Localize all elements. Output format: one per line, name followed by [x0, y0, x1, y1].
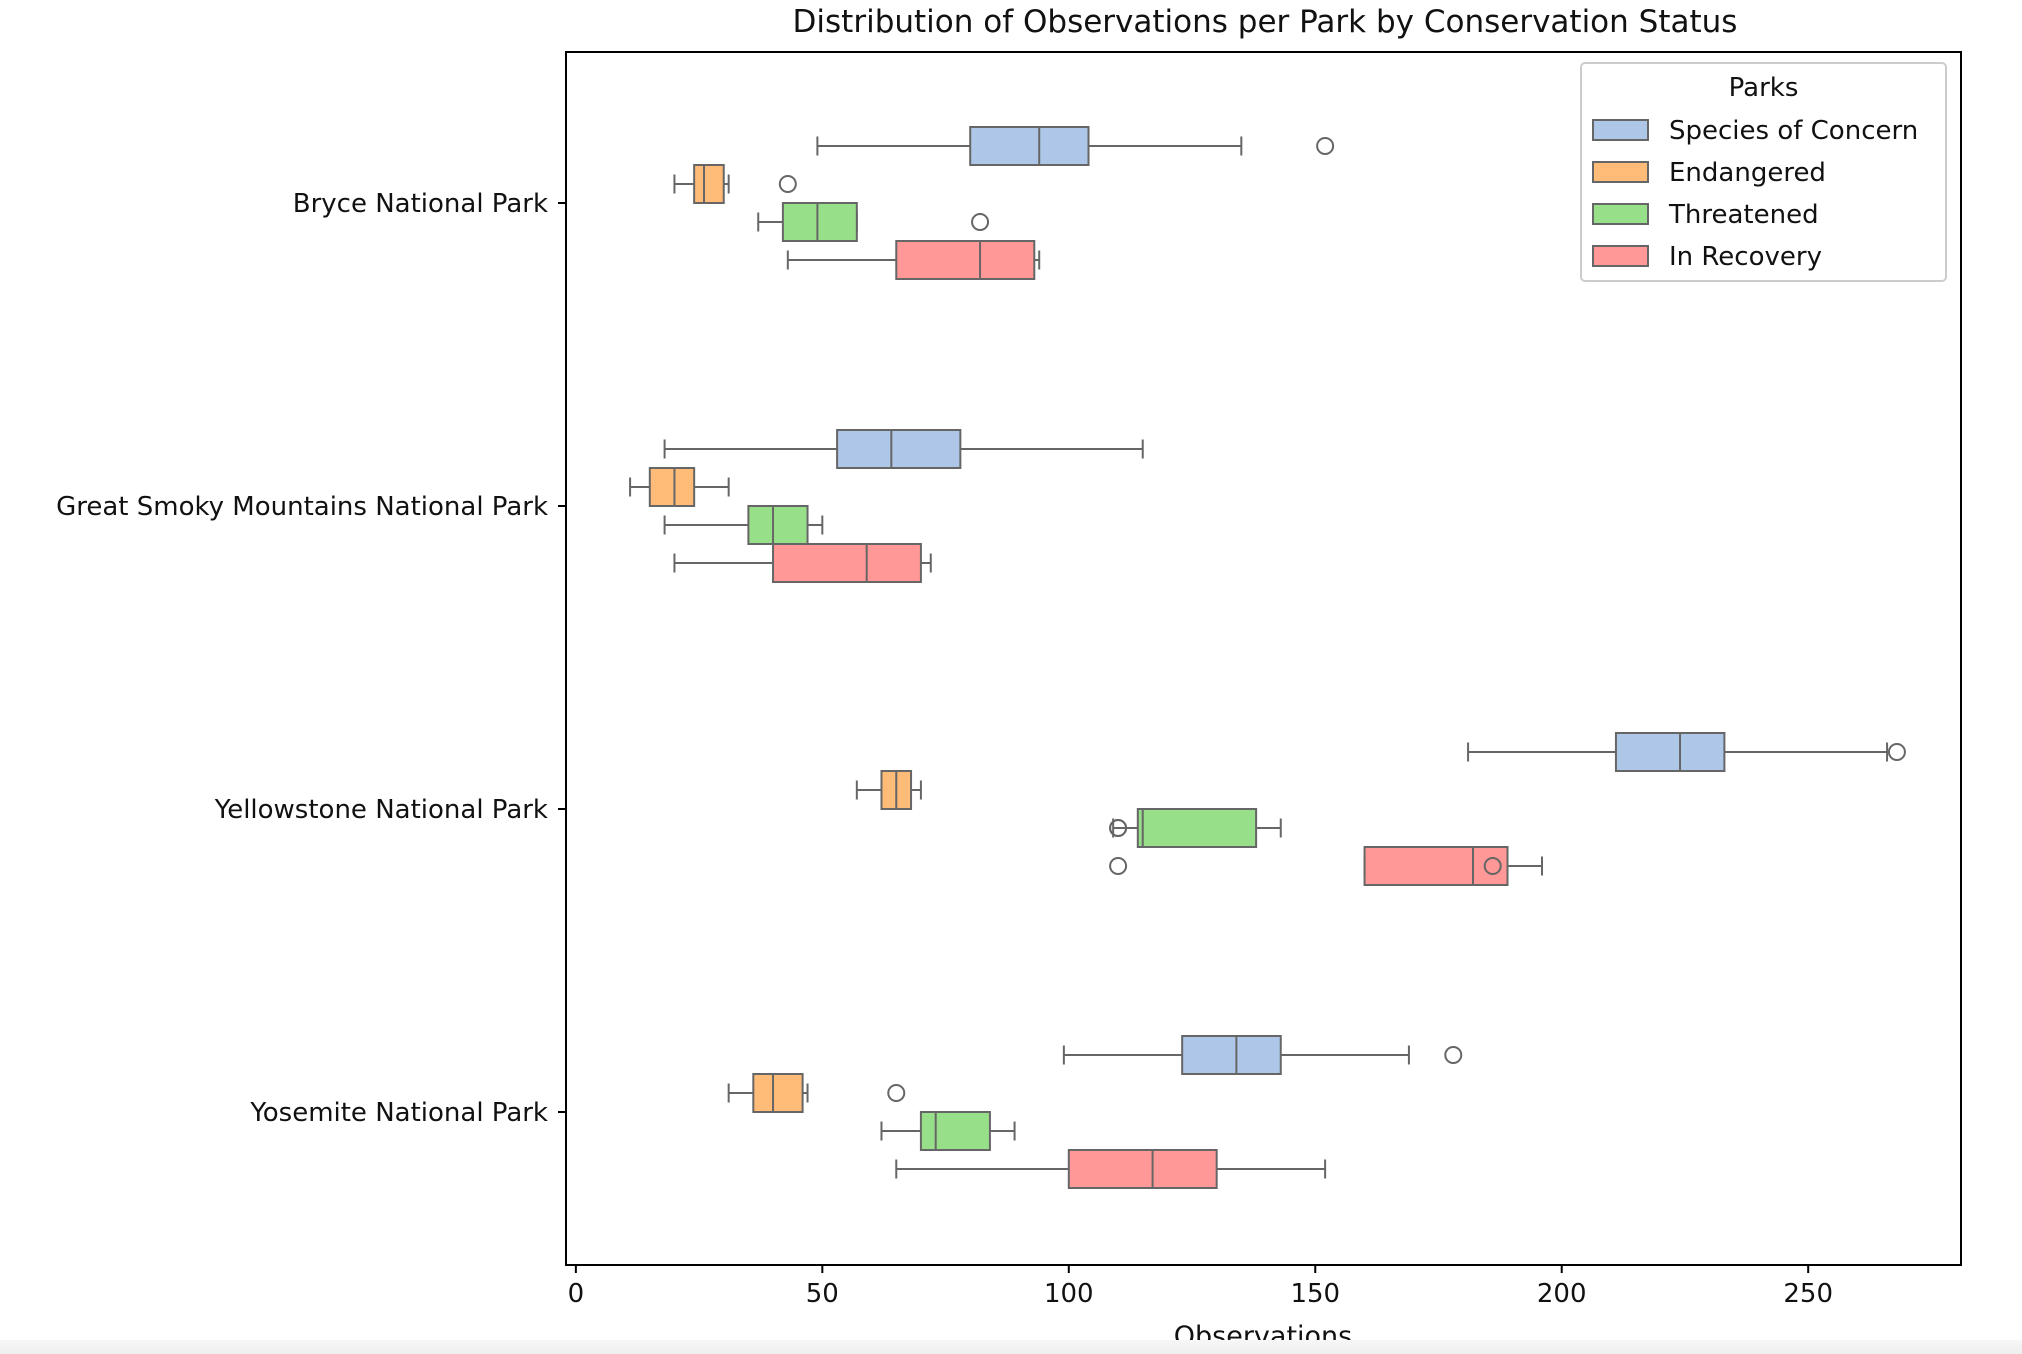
y-tick-label: Bryce National Park: [293, 189, 548, 219]
box-iqr: [648, 467, 696, 507]
y-tick-label: Great Smoky Mountains National Park: [56, 492, 548, 522]
y-tick-label: Yellowstone National Park: [214, 795, 548, 825]
outlier-point: [887, 1084, 906, 1102]
outlier-point: [1444, 1046, 1463, 1064]
box-iqr: [781, 202, 858, 242]
outlier-point: [1109, 857, 1128, 875]
box-group: [757, 202, 990, 242]
box-iqr: [1614, 732, 1726, 772]
legend-entry-label: Species of Concern: [1669, 116, 1918, 146]
legend-frame: [1580, 62, 1947, 282]
x-tick-label: 0: [568, 1279, 585, 1309]
box-group: [629, 467, 730, 507]
box-group: [1109, 808, 1282, 848]
box-group: [880, 1111, 1016, 1151]
box-iqr: [1181, 1035, 1282, 1075]
outlier-point: [1109, 819, 1128, 837]
outlier-point: [1887, 743, 1906, 761]
chart-marks: [629, 126, 1906, 1189]
outlier-point: [1483, 857, 1502, 875]
y-tick-label: Yosemite National Park: [249, 1098, 548, 1128]
box-group: [663, 429, 1144, 469]
legend-swatch: [1592, 119, 1649, 141]
box-iqr: [836, 429, 962, 469]
box-iqr: [969, 126, 1090, 166]
box-group: [673, 543, 932, 583]
legend-entry-label: Endangered: [1669, 158, 1826, 188]
outlier-point: [971, 213, 990, 231]
x-tick-label: 250: [1783, 1279, 1833, 1309]
x-axis-ticks: 0 50 100 150 200 250: [568, 1265, 1833, 1309]
legend-swatch: [1592, 203, 1649, 225]
x-tick-label: 50: [806, 1279, 839, 1309]
box-iqr: [895, 240, 1036, 280]
box-group: [663, 505, 824, 545]
box-iqr: [1067, 1149, 1218, 1189]
box-group: [786, 240, 1041, 280]
box-iqr: [772, 543, 922, 583]
x-tick-label: 150: [1290, 1279, 1340, 1309]
box-group: [816, 126, 1335, 166]
outlier-point: [778, 175, 797, 193]
box-iqr: [693, 164, 725, 204]
legend: Parks Species of Concern Endangered Threate…: [1580, 62, 1947, 282]
box-iqr: [1363, 846, 1509, 886]
box-group: [673, 164, 797, 204]
box-group: [1109, 846, 1544, 886]
legend-swatch: [1592, 245, 1649, 267]
x-tick-label: 100: [1044, 1279, 1094, 1309]
legend-title: Parks: [1729, 73, 1799, 103]
x-tick-label: 200: [1537, 1279, 1587, 1309]
box-group: [1467, 732, 1906, 772]
box-group: [727, 1073, 906, 1113]
legend-entry-label: In Recovery: [1669, 242, 1822, 272]
box-iqr: [1136, 808, 1258, 848]
legend-swatch: [1592, 161, 1649, 183]
box-iqr: [919, 1111, 991, 1151]
outlier-point: [1316, 137, 1335, 155]
box-group: [855, 770, 922, 810]
box-iqr: [747, 505, 809, 545]
window-bottom-edge: [0, 1340, 2022, 1354]
box-iqr: [752, 1073, 804, 1113]
chart-title: Distribution of Observations per Park by…: [793, 4, 1738, 40]
box-group: [1062, 1035, 1463, 1075]
legend-entry-label: Threatened: [1668, 200, 1819, 230]
box-group: [895, 1149, 1327, 1189]
y-axis-tick-labels: Bryce National Park Great Smoky Mountains…: [56, 189, 566, 1128]
